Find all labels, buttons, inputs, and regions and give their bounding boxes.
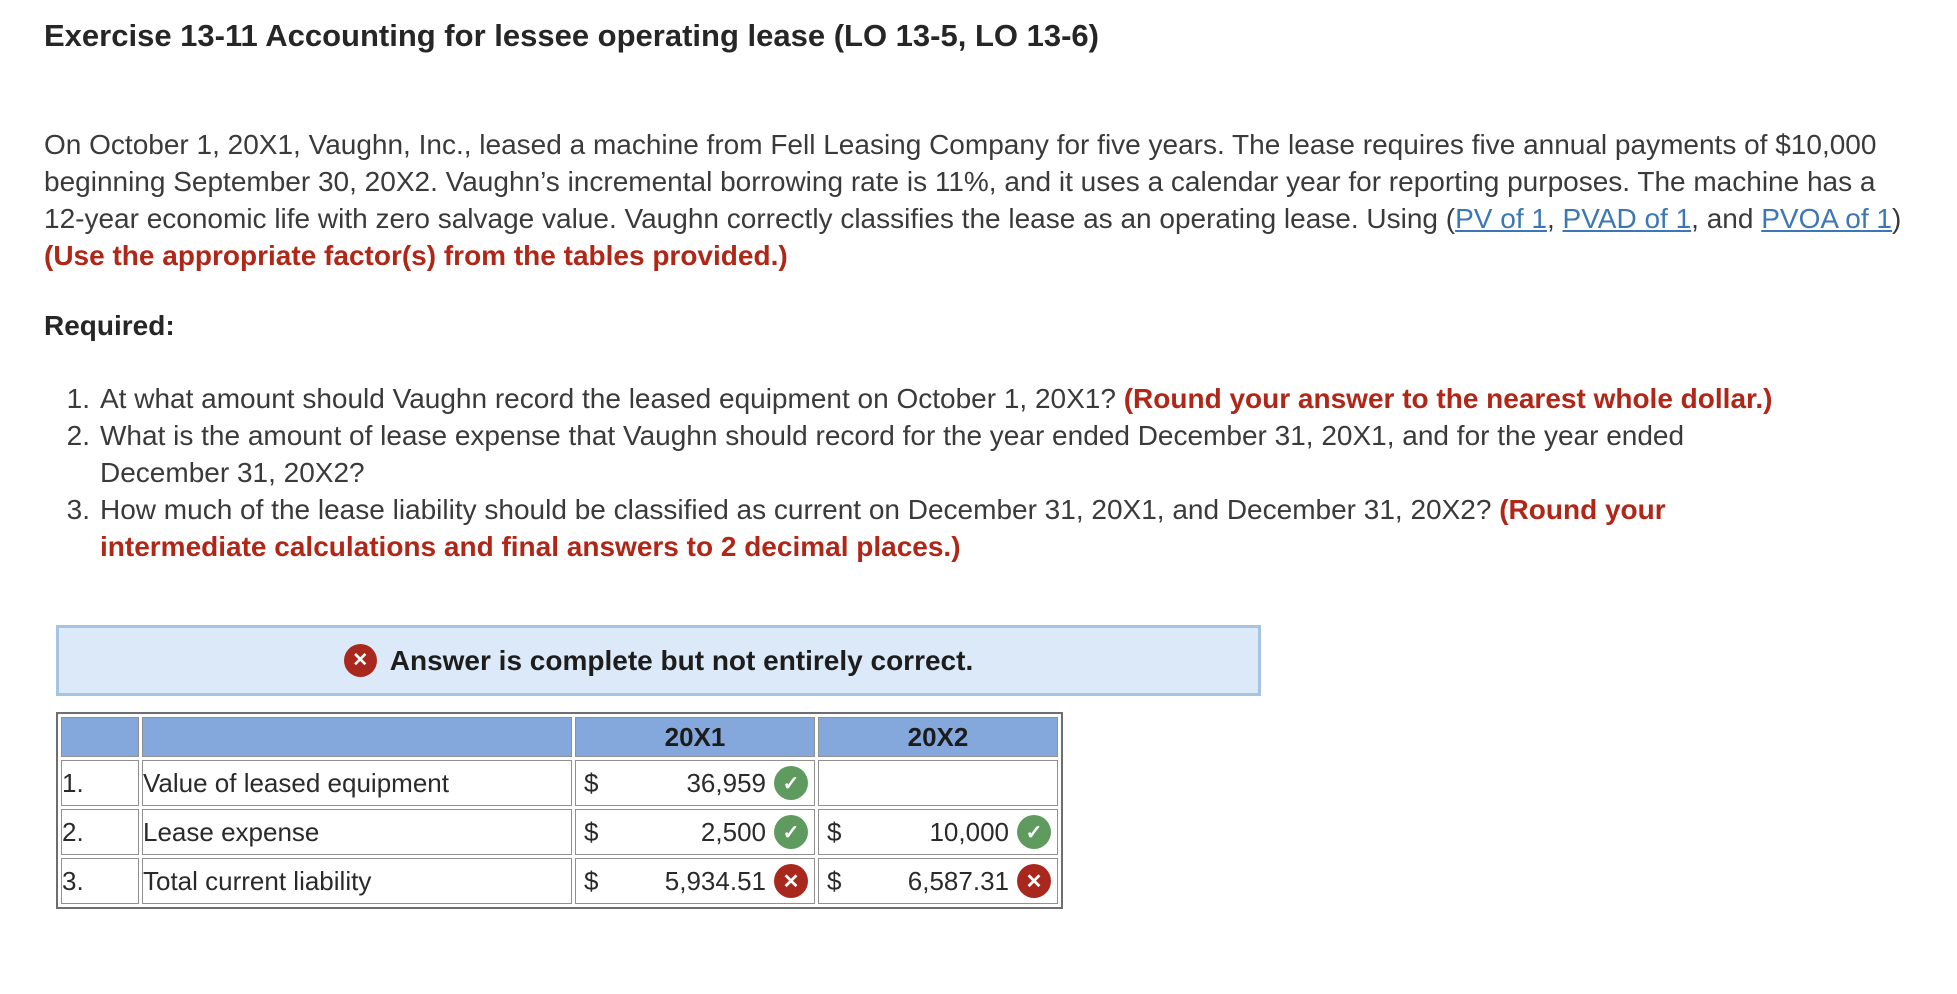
value-cell-20x2-empty <box>818 760 1058 806</box>
required-item-1: 1. At what amount should Vaughn record t… <box>58 380 1913 417</box>
answer-value: 36,959 <box>686 767 766 798</box>
required-item-1-note: (Round your answer to the nearest whole … <box>1123 383 1773 414</box>
incorrect-icon: ✕ <box>774 864 808 898</box>
row-label-cell: Total current liability <box>142 858 572 904</box>
correct-icon: ✓ <box>774 766 808 800</box>
required-item-3-note: (Round your intermediate calculations an… <box>100 494 1666 562</box>
currency-symbol: $ <box>584 767 599 798</box>
value-cell-20x2: $ 10,000 ✓ <box>818 809 1058 855</box>
header-cell-20x2: 20X2 <box>818 717 1058 757</box>
row-number-cell: 1. <box>61 760 139 806</box>
required-item-number: 3. <box>66 494 90 525</box>
incorrect-icon: ✕ <box>1017 864 1051 898</box>
correct-icon: ✓ <box>1017 815 1051 849</box>
problem-intro-text: On October 1, 20X1, Vaughn, Inc., leased… <box>44 129 1877 234</box>
required-item-text: How much of the lease liability should b… <box>100 491 1792 565</box>
required-item-3: 3. How much of the lease liability shoul… <box>58 491 1913 565</box>
required-item-3-body: How much of the lease liability should b… <box>100 494 1500 525</box>
row-label-cell: Value of leased equipment <box>142 760 572 806</box>
answer-value: 10,000 <box>929 816 1009 847</box>
table-row: 1. Value of leased equipment $ 36,959 ✓ <box>61 760 1058 806</box>
header-cell-blank-label <box>142 717 572 757</box>
header-cell-blank-num <box>61 717 139 757</box>
link-separator-1: , <box>1546 203 1563 234</box>
answer-value: 5,934.51 <box>664 865 766 896</box>
value-cell-content: $ 10,000 ✓ <box>819 810 1057 854</box>
page-title: Exercise 13-11 Accounting for lessee ope… <box>44 18 1099 53</box>
required-list: 1. At what amount should Vaughn record t… <box>58 380 1913 565</box>
required-item-2: 2. What is the amount of lease expense t… <box>58 417 1913 491</box>
value-cell-content: $ 2,500 ✓ <box>576 810 814 854</box>
value-cell-20x1: $ 5,934.51 ✕ <box>575 858 815 904</box>
value-cell-content: $ 6,587.31 ✕ <box>819 859 1057 903</box>
row-label-cell: Lease expense <box>142 809 572 855</box>
answer-value: 6,587.31 <box>907 865 1009 896</box>
pvad-of-1-link[interactable]: PVAD of 1 <box>1562 203 1692 234</box>
required-item-1-body: At what amount should Vaughn record the … <box>100 383 1124 414</box>
value-cell-20x2: $ 6,587.31 ✕ <box>818 858 1058 904</box>
table-row: 2. Lease expense $ 2,500 ✓ $ 10,000 ✓ <box>61 809 1058 855</box>
pvoa-of-1-link[interactable]: PVOA of 1 <box>1761 203 1892 234</box>
pv-of-1-link[interactable]: PV of 1 <box>1455 203 1547 234</box>
required-item-text: What is the amount of lease expense that… <box>100 417 1792 491</box>
value-cell-content: $ 36,959 ✓ <box>576 761 814 805</box>
link-separator-2: , and <box>1691 203 1762 234</box>
header-cell-20x1: 20X1 <box>575 717 815 757</box>
problem-statement: On October 1, 20X1, Vaughn, Inc., leased… <box>44 126 1913 274</box>
grading-status-banner: ✕ Answer is complete but not entirely co… <box>56 625 1261 696</box>
row-number-cell: 2. <box>61 809 139 855</box>
factor-instruction-note: (Use the appropriate factor(s) from the … <box>44 240 788 271</box>
currency-symbol: $ <box>827 816 842 847</box>
value-cell-content: $ 5,934.51 ✕ <box>576 859 814 903</box>
required-heading: Required: <box>44 310 175 341</box>
table-row: 3. Total current liability $ 5,934.51 ✕ … <box>61 858 1058 904</box>
incorrect-icon: ✕ <box>343 644 377 677</box>
currency-symbol: $ <box>584 816 599 847</box>
required-item-number: 1. <box>66 383 90 414</box>
table-header-row: 20X1 20X2 <box>61 717 1058 757</box>
required-item-text: At what amount should Vaughn record the … <box>100 380 1772 417</box>
currency-symbol: $ <box>827 865 842 896</box>
value-cell-20x1: $ 2,500 ✓ <box>575 809 815 855</box>
row-number-cell: 3. <box>61 858 139 904</box>
required-item-number: 2. <box>66 420 90 451</box>
required-item-2-body: What is the amount of lease expense that… <box>100 420 1685 488</box>
currency-symbol: $ <box>584 865 599 896</box>
after-links-text: ) <box>1891 203 1902 234</box>
value-cell-20x1: $ 36,959 ✓ <box>575 760 815 806</box>
answer-table: 20X1 20X2 1. Value of leased equipment $… <box>56 712 1063 909</box>
answer-value: 2,500 <box>700 816 766 847</box>
grading-status-message: Answer is complete but not entirely corr… <box>389 644 974 676</box>
correct-icon: ✓ <box>774 815 808 849</box>
